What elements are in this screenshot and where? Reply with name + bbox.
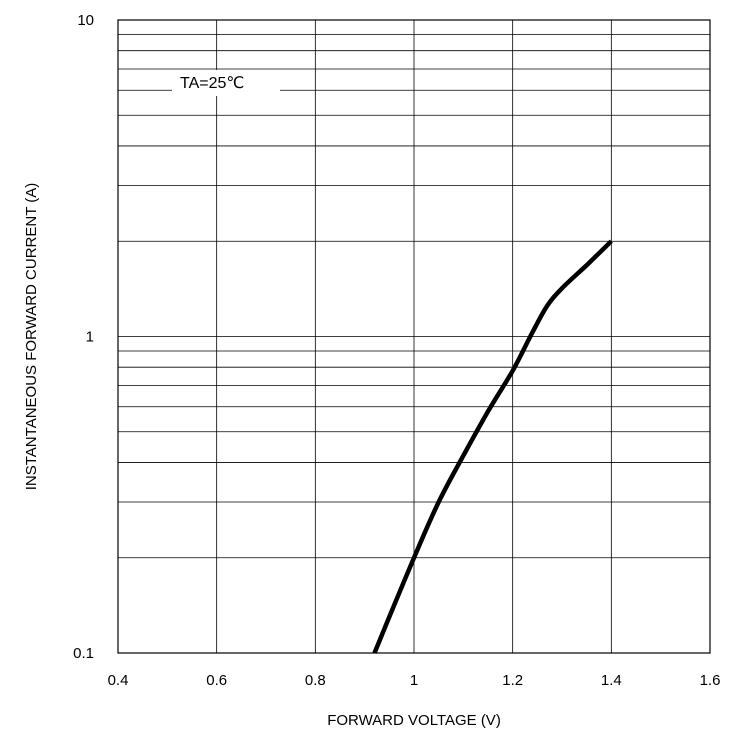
y-axis-label: INSTANTANEOUS FORWARD CURRENT (A) bbox=[23, 183, 40, 491]
x-axis-label: FORWARD VOLTAGE (V) bbox=[327, 712, 501, 729]
y-tick-label: 1 bbox=[86, 329, 94, 346]
annotation-layer: TA=25℃ bbox=[172, 69, 280, 96]
x-tick-label: 0.4 bbox=[108, 672, 129, 689]
plot-frame bbox=[117, 19, 711, 654]
annotation-background bbox=[172, 69, 280, 96]
x-tick-label: 1.4 bbox=[601, 672, 622, 689]
x-tick-label: 1.2 bbox=[502, 672, 523, 689]
x-tick-label: 1 bbox=[410, 672, 418, 689]
y-tick-label: 0.1 bbox=[73, 645, 94, 662]
y-tick-label: 10 bbox=[77, 12, 94, 29]
curve-layer bbox=[372, 239, 613, 654]
series-line-0 bbox=[372, 239, 613, 654]
y-tick-labels: 0.1 1 10 bbox=[73, 12, 94, 662]
annotation-temperature: TA=25℃ bbox=[180, 75, 244, 92]
x-tick-label: 0.6 bbox=[206, 672, 227, 689]
x-tick-label: 0.8 bbox=[305, 672, 326, 689]
x-tick-labels: 0.4 0.6 0.8 1 1.2 1.4 1.6 bbox=[108, 672, 721, 689]
grid bbox=[118, 20, 710, 653]
x-tick-label: 1.6 bbox=[700, 672, 721, 689]
